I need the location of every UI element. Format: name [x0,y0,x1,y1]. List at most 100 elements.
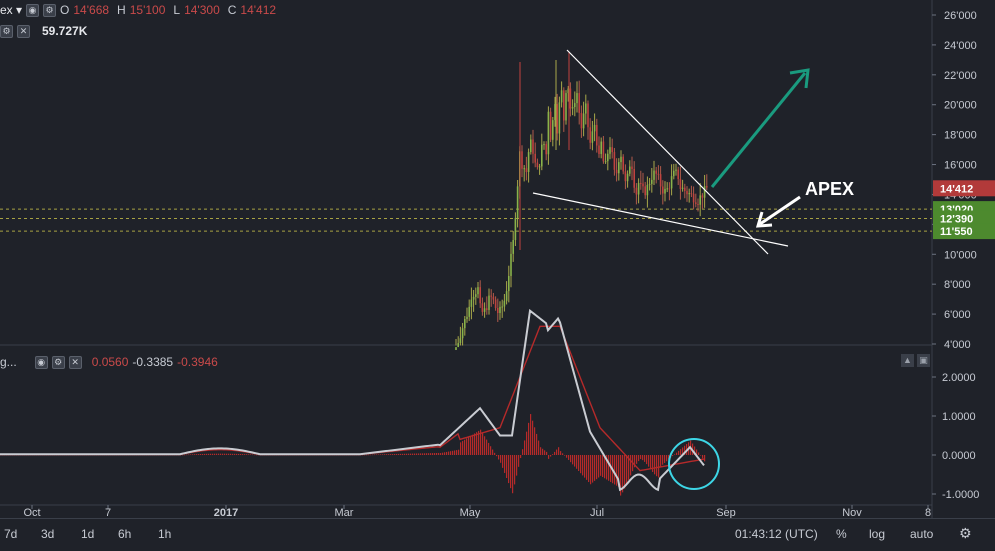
histogram-bar [520,455,522,459]
eye-icon[interactable]: ◉ [26,3,40,17]
candle-body [466,316,468,320]
pane-maximize-icon[interactable]: ▣ [917,354,930,367]
histogram-bar [254,454,256,456]
close-icon[interactable]: ✕ [68,355,82,369]
candle-body [576,93,578,104]
gear-icon[interactable]: ⚙ [959,525,972,541]
histogram-bar [590,455,592,485]
symbol-name[interactable]: ex ▾ [0,3,23,17]
histogram-bar [678,450,680,455]
histogram-bar [704,455,706,462]
candle-body [569,88,572,109]
candle-body [701,195,704,198]
candle-body [631,166,633,170]
timeframe-1h[interactable]: 1h [158,527,172,541]
histogram-bar [578,455,580,471]
histogram-bar [696,449,698,455]
candle-body [464,319,466,329]
volume-close-icon[interactable]: ✕ [17,24,30,38]
histogram-bar [436,452,438,455]
histogram-bar [386,454,388,455]
price-tick-label: 18'000 [944,130,977,142]
price-tick-label: 16'000 [944,160,977,172]
gear-icon[interactable]: ⚙ [43,3,57,17]
histogram-bar [646,455,648,465]
candle-body [554,104,556,121]
timeframe-6h[interactable]: 6h [118,527,132,541]
histogram-bar [584,455,586,478]
price-levels [0,208,932,232]
candle-body [472,296,475,300]
macd-value: 0.0560 [91,355,129,369]
histogram-bar [620,455,622,496]
volume-settings-icon[interactable]: ⚙ [0,24,13,38]
histogram-bar [400,453,402,455]
candle-body [516,186,519,218]
histogram-bar [252,454,254,456]
histogram-bar [182,454,184,456]
histogram-bar [466,438,468,455]
histogram-bar [662,455,664,465]
timeframe-7d[interactable]: 7d [4,527,18,541]
histogram-bar [210,453,212,455]
log-toggle[interactable]: log [869,527,886,541]
histogram-bar [510,455,512,489]
auto-toggle[interactable]: auto [910,527,934,541]
candle-body [651,179,653,184]
eye-icon[interactable]: ◉ [34,355,48,369]
histogram-bar [414,453,416,455]
histogram-bar [378,454,380,456]
histogram-bar [666,455,668,462]
histogram-bar [372,454,374,456]
histogram-bar [184,454,186,456]
candle-body [563,90,565,121]
histogram-bar [552,454,554,455]
candle-body [653,170,655,180]
percent-toggle[interactable]: % [836,527,847,541]
histogram-bar [540,447,542,455]
candle-body [640,182,642,184]
candle-body [706,186,708,188]
bottom-toolbar: 7d 3d 1d 6h 1h 01:43:12 (UTC) % log auto… [0,518,995,551]
histogram-bar [702,455,704,459]
timeframe-1d[interactable]: 1d [81,527,95,541]
histogram-bar [542,448,544,455]
utc-clock[interactable]: 01:43:12 (UTC) [735,527,818,541]
candle-body [514,217,517,241]
histogram-bar [420,453,422,455]
histogram-bar [214,453,216,455]
histogram-bar [206,453,208,455]
candle-body [642,183,644,187]
candle-body [536,162,539,168]
histogram-bar [498,455,500,460]
histogram-bar [222,453,224,455]
histogram-bar [604,455,606,479]
candle-body [492,296,495,300]
histogram-bar [684,445,686,455]
histogram-bar [452,450,454,455]
histogram-bar [246,454,248,455]
open-value: 14'668 [73,3,110,17]
gear-icon[interactable]: ⚙ [51,355,65,369]
histogram-bar [588,455,590,483]
candle-body [684,187,686,191]
candle-body [624,171,627,182]
indicator-name[interactable]: g... [0,355,17,369]
candle-body [459,338,462,344]
histogram-bar [560,451,562,455]
histogram-bar [362,454,364,456]
candle-body [532,139,534,154]
candle-body [681,187,684,189]
volume-value: 59.727K [42,24,88,38]
price-tick-label: 10'000 [944,249,977,261]
histogram-bar [594,455,596,481]
histogram-bar [504,455,506,473]
histogram-bar [544,450,546,455]
timeframe-3d[interactable]: 3d [41,527,55,541]
pane-up-icon[interactable]: ▲ [901,354,914,367]
candle-body [560,90,563,103]
candle-body [477,287,479,295]
candle-body [574,103,576,108]
